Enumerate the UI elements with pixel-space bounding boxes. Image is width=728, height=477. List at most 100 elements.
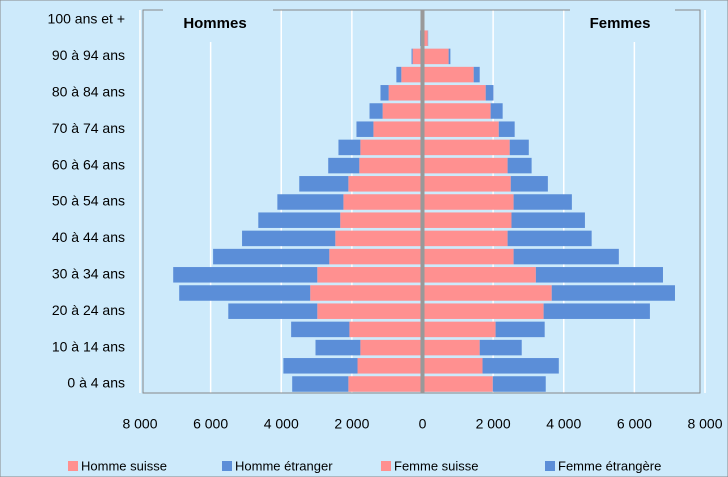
bar bbox=[357, 358, 423, 374]
bar bbox=[291, 321, 350, 338]
bar bbox=[173, 267, 318, 283]
bar bbox=[422, 303, 544, 319]
legend-swatch bbox=[545, 461, 555, 471]
bar bbox=[485, 85, 494, 101]
bar bbox=[283, 358, 358, 374]
bar bbox=[317, 303, 423, 319]
bar bbox=[422, 139, 510, 156]
bar bbox=[356, 121, 374, 137]
bar bbox=[422, 66, 474, 83]
bar bbox=[360, 139, 423, 156]
y-tick-label: 70 à 74 ans bbox=[52, 120, 125, 136]
bar bbox=[329, 248, 423, 265]
bar bbox=[422, 194, 514, 210]
bar bbox=[388, 85, 423, 101]
bar bbox=[422, 267, 536, 283]
bar bbox=[513, 194, 572, 210]
bar bbox=[473, 66, 480, 83]
label-bg bbox=[163, 6, 273, 42]
legend-label: Homme suisse bbox=[81, 458, 167, 473]
x-tick-label: 6 000 bbox=[193, 416, 228, 432]
bar bbox=[479, 339, 522, 356]
bar bbox=[213, 248, 330, 265]
y-tick-label: 20 à 24 ans bbox=[52, 302, 125, 318]
bar bbox=[507, 157, 532, 174]
bar bbox=[509, 139, 529, 156]
bar bbox=[490, 103, 503, 119]
bar bbox=[482, 358, 559, 374]
bar bbox=[422, 157, 508, 174]
bar bbox=[513, 248, 619, 265]
legend-swatch bbox=[381, 461, 391, 471]
bar bbox=[348, 376, 423, 392]
bar bbox=[242, 230, 336, 247]
right-label: Femmes bbox=[590, 15, 651, 32]
bar bbox=[396, 66, 402, 83]
bar bbox=[422, 176, 511, 192]
bar bbox=[179, 285, 311, 301]
x-tick-label: 6 000 bbox=[617, 416, 652, 432]
bar bbox=[335, 230, 423, 247]
bar bbox=[422, 358, 483, 374]
bar bbox=[258, 212, 341, 228]
bar bbox=[507, 230, 592, 247]
bar bbox=[401, 66, 423, 83]
bar bbox=[511, 212, 585, 228]
bar bbox=[228, 303, 318, 319]
bar bbox=[369, 103, 383, 119]
bar bbox=[277, 194, 344, 210]
y-tick-label: 60 à 64 ans bbox=[52, 156, 125, 172]
legend-label: Femme suisse bbox=[394, 458, 479, 473]
bar bbox=[348, 176, 423, 192]
x-tick-label: 4 000 bbox=[546, 416, 581, 432]
bar bbox=[310, 285, 423, 301]
bar bbox=[510, 176, 548, 192]
bar bbox=[422, 103, 491, 119]
bar bbox=[380, 85, 389, 101]
label-bg bbox=[570, 6, 675, 42]
x-tick-label: 2 000 bbox=[476, 416, 511, 432]
y-tick-label: 100 ans et + bbox=[48, 11, 125, 27]
y-tick-label: 0 à 4 ans bbox=[67, 375, 125, 391]
bar bbox=[412, 48, 423, 65]
bar bbox=[343, 194, 423, 210]
bar bbox=[498, 121, 515, 137]
bar bbox=[422, 230, 508, 247]
y-tick-label: 80 à 84 ans bbox=[52, 84, 125, 100]
bar bbox=[338, 139, 361, 156]
y-tick-label: 50 à 54 ans bbox=[52, 193, 125, 209]
x-tick-label: 8 000 bbox=[122, 416, 157, 432]
bar bbox=[543, 303, 650, 319]
bar bbox=[360, 339, 423, 356]
bar bbox=[292, 376, 349, 392]
y-tick-label: 10 à 14 ans bbox=[52, 338, 125, 354]
bar bbox=[422, 376, 493, 392]
legend-label: Homme étranger bbox=[235, 458, 333, 473]
y-tick-label: 90 à 94 ans bbox=[52, 47, 125, 63]
x-tick-label: 0 bbox=[419, 416, 427, 432]
legend-swatch bbox=[68, 461, 78, 471]
bar bbox=[328, 157, 360, 174]
bar bbox=[422, 85, 486, 101]
left-label: Hommes bbox=[183, 15, 246, 32]
x-tick-label: 8 000 bbox=[687, 416, 722, 432]
bar bbox=[422, 339, 480, 356]
x-tick-label: 4 000 bbox=[264, 416, 299, 432]
y-tick-label: 30 à 34 ans bbox=[52, 266, 125, 282]
bar bbox=[422, 212, 512, 228]
legend-label: Femme étrangère bbox=[558, 458, 661, 473]
bar bbox=[317, 267, 423, 283]
bar bbox=[373, 121, 423, 137]
bar bbox=[340, 212, 423, 228]
bar bbox=[382, 103, 423, 119]
bar bbox=[551, 285, 675, 301]
bar bbox=[535, 267, 663, 283]
bar bbox=[495, 321, 545, 338]
bar bbox=[422, 30, 428, 46]
bar bbox=[492, 376, 546, 392]
bar bbox=[411, 48, 413, 65]
bar bbox=[448, 48, 451, 65]
bar bbox=[422, 48, 449, 65]
bar bbox=[299, 176, 349, 192]
